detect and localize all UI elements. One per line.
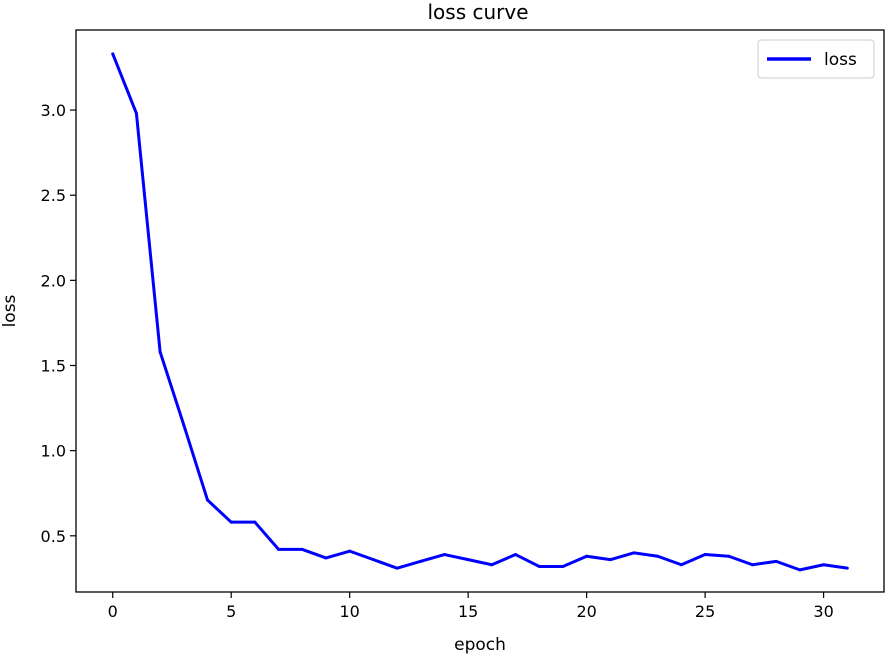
data-point — [750, 563, 754, 567]
data-point — [395, 566, 399, 570]
data-point — [134, 111, 138, 115]
data-point — [111, 52, 115, 56]
data-point — [229, 520, 233, 524]
data-point — [300, 547, 304, 551]
data-point — [608, 558, 612, 562]
data-point — [632, 551, 636, 555]
data-point — [277, 547, 281, 551]
data-point — [798, 568, 802, 572]
x-tick-label: 30 — [813, 602, 833, 621]
data-point — [371, 558, 375, 562]
data-point — [182, 423, 186, 427]
data-point — [253, 520, 257, 524]
x-tick-label: 0 — [108, 602, 118, 621]
series-line-loss — [111, 53, 848, 572]
x-tick-label: 5 — [226, 602, 236, 621]
data-point — [727, 554, 731, 558]
data-point — [466, 558, 470, 562]
y-tick-label: 1.5 — [41, 356, 66, 375]
legend: loss — [757, 39, 875, 79]
chart-title: loss curve — [427, 0, 528, 24]
x-tick-label: 10 — [339, 602, 359, 621]
data-point — [774, 559, 778, 563]
y-tick-label: 3.0 — [41, 101, 66, 120]
y-axis: 0.5 1.0 1.5 2.0 2.5 3.0 — [41, 101, 76, 546]
y-tick-label: 2.0 — [41, 271, 66, 290]
y-tick-label: 0.5 — [41, 527, 66, 546]
legend-label-loss: loss — [824, 50, 857, 70]
x-axis: 0 5 10 15 20 25 30 — [108, 592, 834, 621]
plot-frame — [75, 29, 885, 593]
y-tick-label: 1.0 — [41, 442, 66, 461]
data-point — [537, 564, 541, 568]
data-point — [845, 566, 849, 570]
x-axis-label: epoch — [454, 635, 506, 655]
y-tick-label: 2.5 — [41, 186, 66, 205]
data-point — [822, 563, 826, 567]
data-point — [206, 498, 210, 502]
x-tick-label: 15 — [458, 602, 478, 621]
x-tick-label: 25 — [695, 602, 715, 621]
data-point — [585, 554, 589, 558]
data-point — [703, 553, 707, 557]
x-tick-label: 20 — [576, 602, 596, 621]
data-point — [442, 553, 446, 557]
y-axis-label: loss — [0, 294, 20, 327]
legend-box — [757, 39, 875, 79]
data-point — [419, 559, 423, 563]
data-point — [158, 350, 162, 354]
data-point — [514, 553, 518, 557]
data-point — [656, 554, 660, 558]
data-point — [348, 549, 352, 553]
data-point — [490, 563, 494, 567]
data-point — [324, 556, 328, 560]
data-point — [679, 563, 683, 567]
data-point — [561, 564, 565, 568]
